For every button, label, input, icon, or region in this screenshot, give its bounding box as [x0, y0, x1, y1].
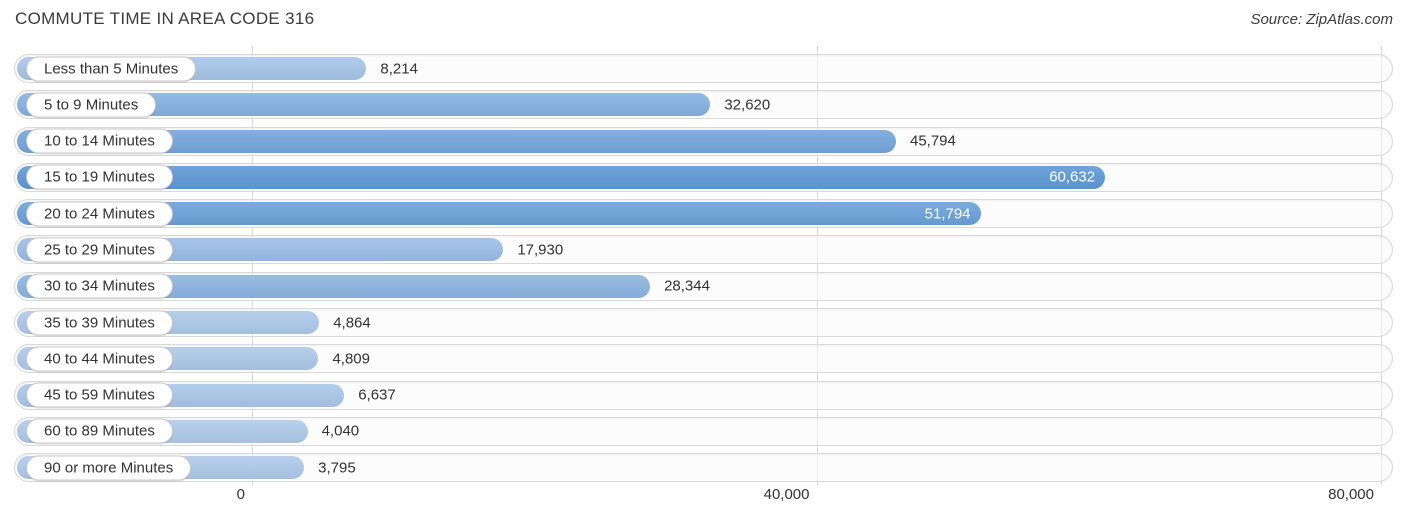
bar-track: 35 to 39 Minutes 4,864: [14, 308, 1393, 338]
bar-track: 60 to 89 Minutes 4,040: [14, 416, 1393, 446]
page-title: COMMUTE TIME IN AREA CODE 316: [15, 9, 315, 28]
value-label: 8,214: [380, 60, 418, 77]
value-label: 4,864: [333, 314, 371, 332]
gridline: [816, 46, 818, 485]
x-tick-label: 0: [236, 486, 245, 503]
x-tick-label: 40,000: [763, 486, 810, 503]
category-pill: 20 to 24 Minutes: [26, 201, 173, 227]
bar: [17, 93, 711, 117]
category-pill: 35 to 39 Minutes: [26, 310, 173, 336]
bar-chart: Less than 5 Minutes 8,214 5 to 9 Minutes 32…: [14, 46, 1393, 485]
value-label: 32,620: [724, 96, 771, 114]
bar-track: 5 to 9 Minutes 32,620: [14, 90, 1393, 120]
bar-track: 10 to 14 Minutes 45,794: [14, 126, 1393, 156]
bar-track: 40 to 44 Minutes 4,809: [14, 344, 1393, 374]
bar-track: 90 or more Minutes 3,795: [14, 453, 1393, 483]
gridlines: [14, 46, 1393, 485]
category-pill: 5 to 9 Minutes: [26, 92, 157, 118]
category-pill: Less than 5 Minutes: [26, 56, 197, 81]
bar-track: 15 to 19 Minutes 60,632: [14, 162, 1393, 192]
category-pill: 10 to 14 Minutes: [26, 128, 173, 154]
source-credit: Source: ZipAtlas.com: [1250, 11, 1393, 28]
bar: [17, 202, 981, 226]
category-pill: 30 to 34 Minutes: [26, 273, 173, 299]
bar: [17, 274, 651, 298]
category-pill: 60 to 89 Minutes: [26, 418, 173, 444]
bar-track: 45 to 59 Minutes 6,637: [14, 380, 1393, 410]
bar-track: 30 to 34 Minutes 28,344: [14, 271, 1393, 301]
category-pill: 40 to 44 Minutes: [26, 346, 173, 372]
bar-rows: Less than 5 Minutes 8,214 5 to 9 Minutes 32…: [14, 54, 1393, 483]
gridline: [252, 46, 253, 485]
category-pill: 15 to 19 Minutes: [26, 164, 173, 190]
value-label: 17,930: [517, 241, 564, 259]
value-label: 28,344: [664, 277, 710, 295]
bar: [17, 165, 1106, 189]
value-label: 4,809: [332, 350, 370, 368]
bar-track: Less than 5 Minutes 8,214: [14, 54, 1393, 83]
bar-track: 20 to 24 Minutes 51,794: [14, 199, 1393, 229]
x-tick-label: 80,000: [1328, 486, 1374, 503]
value-label: 51,794: [924, 205, 971, 223]
gridline: [1381, 46, 1382, 485]
category-pill: 25 to 29 Minutes: [26, 237, 173, 263]
x-axis: 0 40,000 80,000: [14, 486, 1393, 508]
category-pill: 45 to 59 Minutes: [26, 382, 173, 408]
value-label: 45,794: [909, 132, 956, 150]
bar: [17, 129, 896, 153]
value-label: 60,632: [1049, 168, 1096, 186]
bar-track: 25 to 29 Minutes 17,930: [14, 235, 1393, 265]
value-label: 6,637: [358, 386, 396, 404]
category-pill: 90 or more Minutes: [26, 455, 192, 481]
value-label: 3,795: [318, 459, 356, 477]
value-label: 4,040: [321, 422, 360, 440]
